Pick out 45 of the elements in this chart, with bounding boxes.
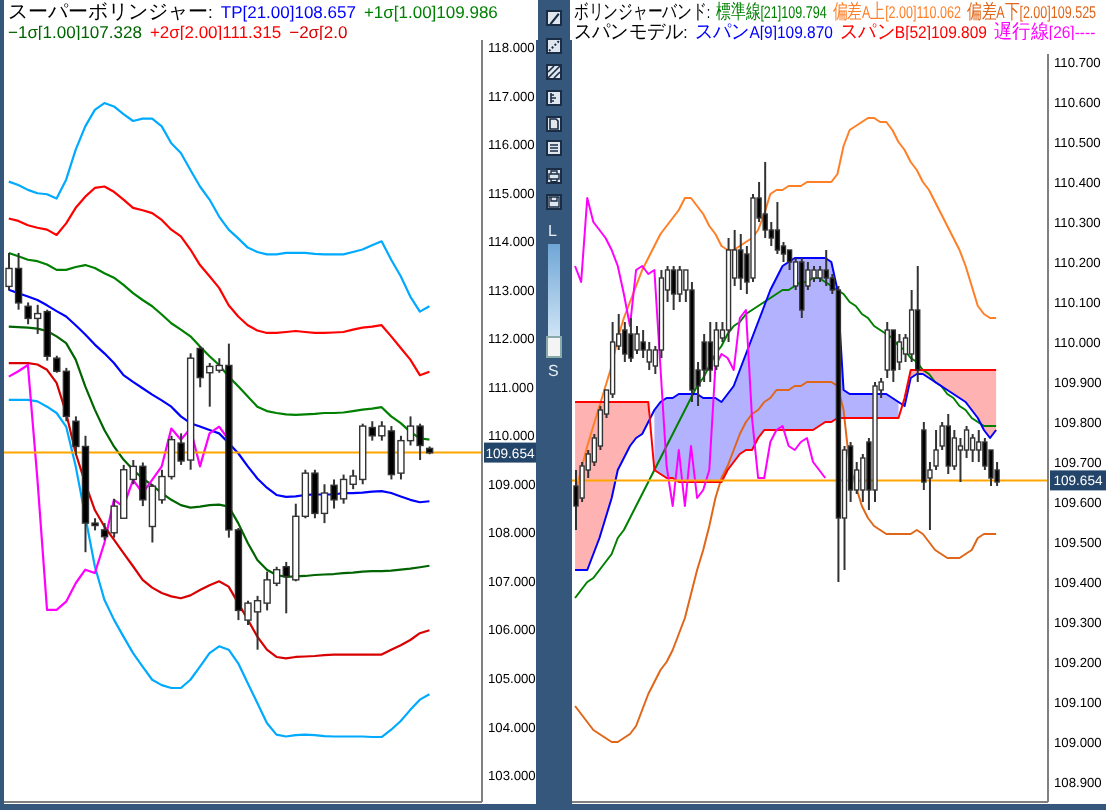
text: −2σ[2.0 <box>289 22 348 42</box>
candlestick <box>908 289 915 363</box>
candlestick <box>884 321 890 379</box>
candlestick <box>573 469 579 531</box>
text: 遅行線[26]---- <box>994 22 1096 44</box>
line-series <box>7 361 431 660</box>
line-series <box>7 101 431 313</box>
text: −1σ[1.00]107.328 <box>8 22 142 42</box>
candlestick <box>707 321 713 383</box>
text: L <box>548 222 557 240</box>
candlestick <box>622 321 628 363</box>
candlestick <box>799 257 805 319</box>
line-series <box>574 197 827 507</box>
text: S <box>548 362 559 380</box>
line-series <box>7 185 431 377</box>
candlestick <box>982 437 988 471</box>
candlestick <box>670 265 677 311</box>
text: スパンB[52]109.809 <box>840 22 987 44</box>
candlestick <box>823 249 829 287</box>
candlestick <box>957 437 964 483</box>
chart-title: ボリンジャーバンド: <box>574 2 711 24</box>
candlestick <box>774 201 781 255</box>
candlestick <box>969 433 976 463</box>
candlestick <box>896 333 903 371</box>
line-series <box>7 398 431 739</box>
text: +2σ[2.00]111.315 <box>149 22 282 42</box>
candlestick <box>738 233 744 291</box>
text: スパンA[9]109.870 <box>694 22 833 44</box>
text: 偏差A下[2.00]109.525 <box>966 2 1097 24</box>
chart-title: スーパーボリンジャー: <box>8 2 213 24</box>
text: +1σ[1.00]109.986 <box>363 2 498 22</box>
text: 標準線[21]109.794 <box>716 2 827 24</box>
candlestick <box>945 413 951 475</box>
text: 偏差A上[2.00]110.062 <box>832 2 961 24</box>
candlestick <box>890 329 897 383</box>
line-series <box>574 381 998 743</box>
chart-subtitle: スパンモデル: <box>574 22 688 44</box>
line-series <box>574 369 998 483</box>
candlestick <box>634 325 640 355</box>
candlestick <box>762 161 768 239</box>
text: TP[21.00]108.657 <box>220 2 356 22</box>
candlestick <box>628 317 634 363</box>
candlestick <box>976 429 982 463</box>
line-series <box>7 363 230 612</box>
candlestick <box>677 265 683 303</box>
